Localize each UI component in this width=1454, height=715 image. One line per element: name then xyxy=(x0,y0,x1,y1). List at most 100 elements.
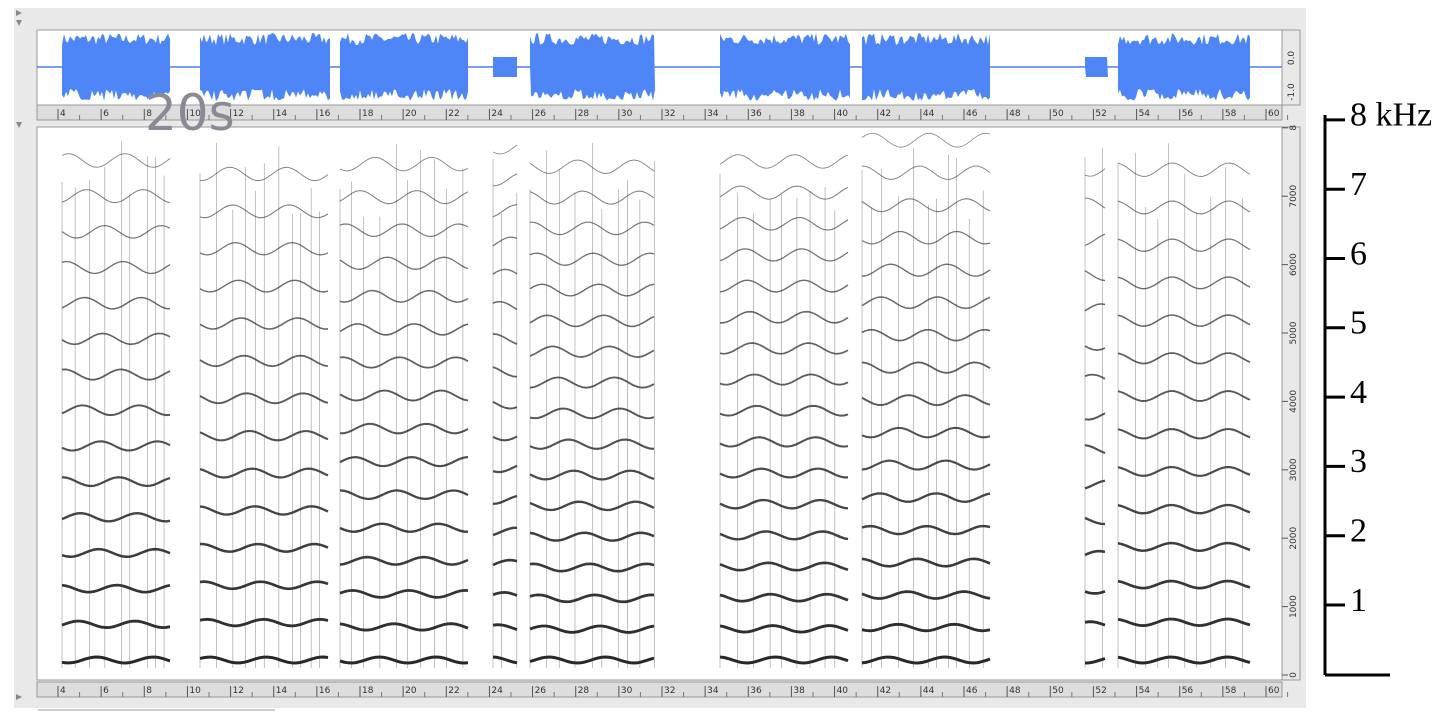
time-tick-label: 48 xyxy=(1009,686,1021,696)
harmonic xyxy=(861,492,991,503)
harmonic xyxy=(1084,373,1106,380)
harmonic xyxy=(719,373,849,386)
time-tick-label: 30 xyxy=(621,686,633,696)
harmonic xyxy=(61,296,171,310)
time-tick-label: 28 xyxy=(578,686,590,696)
freq-tick-label: 6000 xyxy=(1289,253,1299,276)
harmonic xyxy=(861,198,991,213)
harmonic xyxy=(719,624,849,634)
time-tick-label: 4 xyxy=(60,109,66,119)
freq-tick-label: 7000 xyxy=(1289,184,1299,207)
time-tick-label: 12 xyxy=(233,109,244,119)
scale-label: 2 xyxy=(1350,512,1367,549)
time-tick-label: 18 xyxy=(362,109,374,119)
harmonic xyxy=(1084,270,1106,282)
harmonic xyxy=(1117,579,1251,590)
annotation: 20s xyxy=(145,84,235,142)
waveform-blob xyxy=(862,33,990,101)
harmonic xyxy=(719,185,849,200)
waveform-blob xyxy=(1118,33,1250,101)
harmonic xyxy=(529,283,655,297)
harmonic xyxy=(1084,197,1106,209)
time-tick-label: 20 xyxy=(405,109,417,119)
harmonic xyxy=(61,547,171,559)
harmonic xyxy=(861,394,991,407)
freq-tick-label: 2000 xyxy=(1289,526,1299,549)
harmonic xyxy=(61,189,171,204)
harmonic xyxy=(492,655,518,665)
harmonic xyxy=(1084,657,1106,665)
harmonic xyxy=(61,511,171,523)
harmonic xyxy=(492,300,518,311)
time-tick-label: 4 xyxy=(60,686,66,696)
harmonic xyxy=(719,467,848,479)
harmonic xyxy=(1084,590,1106,595)
freq-tick-label: 8 xyxy=(1289,125,1299,131)
time-tick-label: 36 xyxy=(750,109,762,119)
time-tick-label: 46 xyxy=(966,686,978,696)
time-tick-label: 24 xyxy=(491,686,503,696)
harmonic xyxy=(1117,503,1251,515)
harmonic xyxy=(492,400,518,410)
harmonic xyxy=(719,436,849,448)
time-tick-label: 6 xyxy=(103,686,109,696)
harmonic xyxy=(719,498,849,510)
time-tick-label: 48 xyxy=(1009,109,1021,119)
harmonic xyxy=(1117,465,1251,477)
harmonic xyxy=(861,590,991,600)
harmonic xyxy=(529,562,655,573)
harmonic xyxy=(492,464,518,474)
time-tick-label: 16 xyxy=(319,686,331,696)
freq-tick-label: 4000 xyxy=(1289,390,1299,413)
harmonic xyxy=(1117,352,1251,365)
waveform-blob xyxy=(340,33,468,101)
time-tick-label: 20 xyxy=(405,686,417,696)
harmonic xyxy=(529,438,655,450)
freq-ruler xyxy=(1281,126,1301,681)
time-tick-label: 32 xyxy=(664,686,675,696)
harmonic xyxy=(61,476,171,488)
waveform-blob xyxy=(530,33,655,101)
harmonic xyxy=(861,165,991,180)
harmonic xyxy=(719,404,849,417)
time-tick-label: 34 xyxy=(707,686,719,696)
time-tick-label: 26 xyxy=(535,109,547,119)
harmonic xyxy=(1117,238,1251,252)
harmonic xyxy=(1117,314,1251,327)
harmonic xyxy=(719,248,849,262)
harmonic xyxy=(1117,390,1251,402)
time-tick-label: 42 xyxy=(880,686,891,696)
harmonic xyxy=(861,361,991,374)
harmonic xyxy=(719,561,849,572)
scale-label: 5 xyxy=(1350,305,1367,342)
harmonic xyxy=(1117,200,1251,215)
harmonic xyxy=(861,524,991,536)
harmonic xyxy=(1117,655,1251,665)
freq-tick-label: 0 xyxy=(1289,672,1299,678)
harmonic xyxy=(861,230,991,245)
harmonic xyxy=(492,526,518,537)
time-tick-label: 22 xyxy=(448,686,459,696)
harmonic xyxy=(492,494,518,506)
waveform-blob xyxy=(720,33,850,101)
harmonic xyxy=(861,622,991,633)
time-tick-label: 24 xyxy=(491,109,503,119)
harmonic xyxy=(61,440,171,452)
time-tick-label: 52 xyxy=(1095,686,1106,696)
freq-tick-label: 5000 xyxy=(1289,321,1299,344)
harmonic xyxy=(529,624,655,634)
scale-label: 7 xyxy=(1350,166,1367,203)
harmonic xyxy=(529,190,655,205)
time-tick-label: 58 xyxy=(1225,109,1237,119)
harmonic xyxy=(861,557,991,568)
time-tick-label: 34 xyxy=(707,109,719,119)
harmonic xyxy=(492,435,518,442)
time-tick-label: 38 xyxy=(793,109,805,119)
harmonic xyxy=(61,368,171,381)
waveform-blob xyxy=(493,57,517,77)
harmonic xyxy=(1117,617,1251,628)
scale-label: 8 kHz xyxy=(1350,97,1432,134)
spectrogram-panel xyxy=(36,126,1283,681)
time-tick-label: 54 xyxy=(1139,109,1151,119)
